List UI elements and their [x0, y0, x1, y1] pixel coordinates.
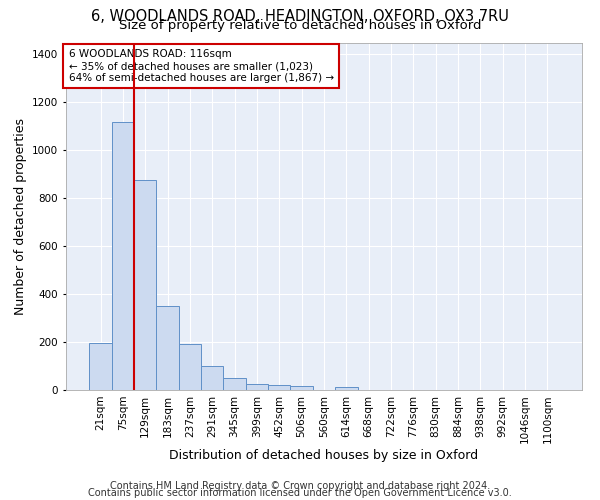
- Text: Contains HM Land Registry data © Crown copyright and database right 2024.: Contains HM Land Registry data © Crown c…: [110, 481, 490, 491]
- Bar: [268, 385, 290, 390]
- Y-axis label: Number of detached properties: Number of detached properties: [14, 118, 26, 315]
- Text: Size of property relative to detached houses in Oxford: Size of property relative to detached ho…: [119, 18, 481, 32]
- Bar: [134, 180, 157, 390]
- Text: 6, WOODLANDS ROAD, HEADINGTON, OXFORD, OX3 7RU: 6, WOODLANDS ROAD, HEADINGTON, OXFORD, O…: [91, 9, 509, 24]
- Bar: [179, 344, 201, 390]
- Bar: [157, 306, 179, 390]
- X-axis label: Distribution of detached houses by size in Oxford: Distribution of detached houses by size …: [169, 449, 479, 462]
- Bar: [112, 122, 134, 390]
- Bar: [246, 384, 268, 390]
- Bar: [290, 386, 313, 390]
- Text: 6 WOODLANDS ROAD: 116sqm
← 35% of detached houses are smaller (1,023)
64% of sem: 6 WOODLANDS ROAD: 116sqm ← 35% of detach…: [68, 50, 334, 82]
- Bar: [89, 343, 112, 390]
- Text: Contains public sector information licensed under the Open Government Licence v3: Contains public sector information licen…: [88, 488, 512, 498]
- Bar: [201, 366, 223, 390]
- Bar: [335, 386, 358, 390]
- Bar: [223, 378, 246, 390]
